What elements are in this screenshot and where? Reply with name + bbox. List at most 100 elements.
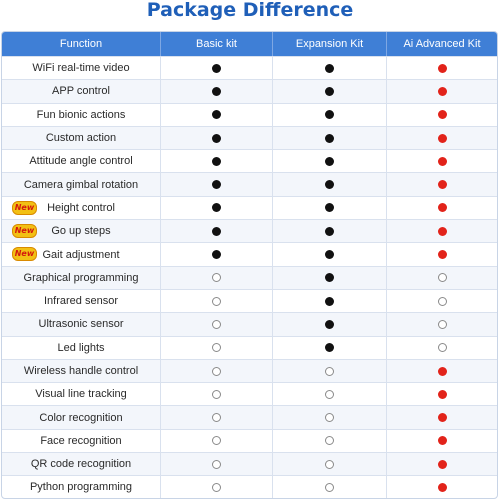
- advanced-kit-cell: [387, 383, 497, 405]
- filled-dot-icon: [437, 226, 447, 236]
- function-label: WiFi real-time video: [32, 62, 130, 75]
- filled-dot-icon: [437, 110, 447, 120]
- expansion-kit-cell: [273, 126, 387, 150]
- advanced-kit-cell: [387, 430, 497, 452]
- filled-dot-icon: [212, 156, 221, 166]
- function-cell: Face recognition: [2, 429, 161, 453]
- filled-dot-icon: [437, 156, 447, 166]
- function-cell: Ultrasonic sensor: [2, 313, 161, 336]
- function-label: Attitude angle control: [29, 155, 133, 168]
- filled-dot-icon: [212, 133, 221, 143]
- empty-circle-icon: [212, 459, 221, 469]
- function-label: QR code recognition: [30, 458, 132, 471]
- expansion-kit-cell: [273, 220, 387, 243]
- filled-dot-icon: [212, 226, 221, 236]
- basic-kit-cell: [161, 406, 273, 429]
- basic-kit-cell: [161, 336, 273, 359]
- table-row: Fun bionic actions: [2, 102, 497, 126]
- function-cell: Visual line tracking: [2, 383, 161, 406]
- advanced-kit-cell: [387, 360, 497, 382]
- filled-dot-icon: [325, 203, 334, 213]
- filled-dot-icon: [437, 482, 447, 492]
- filled-dot-icon: [325, 180, 334, 190]
- table-row: New Go up steps: [2, 219, 497, 243]
- function-label: Wireless handle control: [23, 365, 139, 377]
- table-row: Color recognition: [2, 405, 497, 429]
- function-label: Led lights: [57, 341, 105, 354]
- table-row: New Gait adjustment: [2, 242, 497, 266]
- function-cell: QR code recognition: [2, 453, 161, 476]
- function-cell: Infrared sensor: [2, 289, 161, 313]
- empty-circle-icon: [325, 459, 334, 469]
- page-title: Package Difference: [146, 0, 354, 21]
- table-row: Visual line tracking: [2, 382, 497, 406]
- expansion-kit-cell: [273, 476, 387, 498]
- comparison-table: Function Basic kit Expansion Kit Ai Adva…: [1, 31, 498, 499]
- table-row: Wireless handle control: [2, 358, 497, 383]
- filled-dot-icon: [212, 180, 221, 190]
- function-label: Ultrasonic sensor: [38, 318, 124, 331]
- function-cell: Camera gimbal rotation: [2, 173, 161, 196]
- function-label: Custom action: [45, 132, 117, 145]
- basic-kit-cell: [161, 383, 273, 406]
- table-body: WiFi real-time video APP control Fun bioni…: [2, 56, 497, 498]
- expansion-kit-cell: [273, 150, 387, 173]
- basic-kit-cell: [161, 243, 273, 266]
- table-row: Ultrasonic sensor: [2, 312, 497, 336]
- empty-circle-icon: [437, 296, 447, 306]
- function-label: Gait adjustment: [42, 248, 120, 261]
- expansion-kit-cell: [273, 429, 387, 453]
- expansion-kit-cell: [273, 80, 387, 103]
- advanced-kit-cell: [387, 313, 497, 335]
- filled-dot-icon: [325, 133, 334, 143]
- expansion-kit-cell: [273, 359, 387, 383]
- basic-kit-cell: [161, 429, 273, 453]
- filled-dot-icon: [437, 413, 447, 423]
- filled-dot-icon: [212, 63, 221, 73]
- empty-circle-icon: [212, 389, 221, 399]
- filled-dot-icon: [325, 319, 334, 329]
- filled-dot-icon: [212, 86, 221, 96]
- expansion-kit-cell: [273, 57, 387, 80]
- column-header-function: Function: [2, 32, 161, 56]
- empty-circle-icon: [212, 319, 221, 329]
- function-cell: APP control: [2, 80, 161, 103]
- function-cell: New Gait adjustment: [2, 243, 161, 266]
- filled-dot-icon: [437, 203, 447, 213]
- function-label: Visual line tracking: [35, 388, 127, 401]
- basic-kit-cell: [161, 57, 273, 80]
- function-label: Go up steps: [51, 225, 111, 238]
- filled-dot-icon: [325, 250, 334, 260]
- table-row: Camera gimbal rotation: [2, 172, 497, 196]
- filled-dot-icon: [437, 389, 447, 399]
- table-row: Graphical programming: [2, 265, 497, 289]
- function-label: Color recognition: [39, 411, 123, 424]
- advanced-kit-cell: [387, 80, 497, 102]
- advanced-kit-cell: [387, 173, 497, 195]
- basic-kit-cell: [161, 289, 273, 313]
- expansion-kit-cell: [273, 406, 387, 429]
- filled-dot-icon: [325, 110, 334, 120]
- filled-dot-icon: [325, 273, 334, 283]
- advanced-kit-cell: [387, 243, 497, 265]
- function-cell: Led lights: [2, 336, 161, 359]
- empty-circle-icon: [325, 389, 334, 399]
- filled-dot-icon: [437, 180, 447, 190]
- function-cell: Graphical programming: [2, 266, 161, 289]
- function-cell: Color recognition: [2, 406, 161, 429]
- advanced-kit-cell: [387, 57, 497, 79]
- filled-dot-icon: [325, 63, 334, 73]
- function-cell: Fun bionic actions: [2, 103, 161, 126]
- filled-dot-icon: [325, 343, 334, 353]
- expansion-kit-cell: [273, 266, 387, 289]
- expansion-kit-cell: [273, 289, 387, 313]
- empty-circle-icon: [212, 436, 221, 446]
- column-header-expansion-kit: Expansion Kit: [273, 32, 387, 56]
- empty-circle-icon: [325, 413, 334, 423]
- empty-circle-icon: [325, 436, 334, 446]
- expansion-kit-cell: [273, 383, 387, 406]
- new-badge-label: New: [14, 249, 35, 259]
- empty-circle-icon: [212, 273, 221, 283]
- basic-kit-cell: [161, 103, 273, 126]
- expansion-kit-cell: [273, 336, 387, 359]
